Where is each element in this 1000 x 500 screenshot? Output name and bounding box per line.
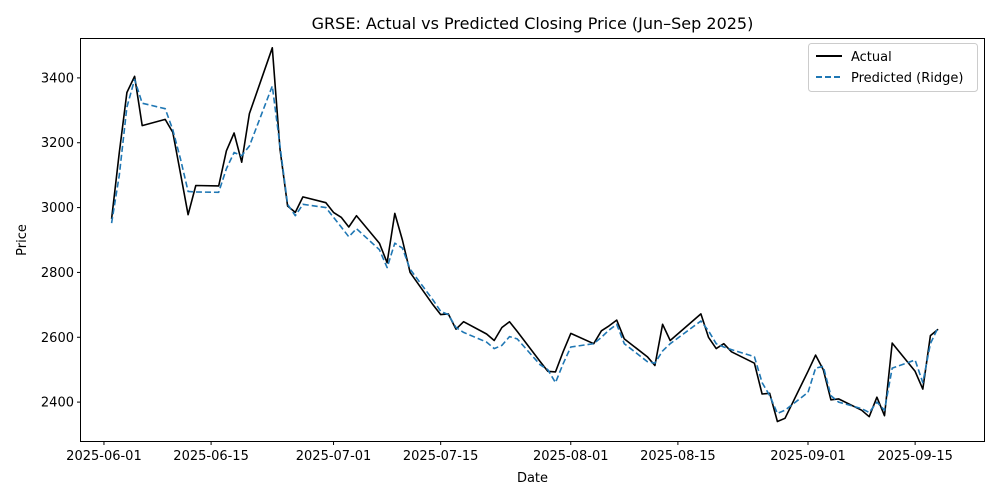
y-axis-label: Price: [15, 224, 30, 256]
x-tick-label: 2025-08-01: [533, 449, 609, 464]
legend-actual-label: Actual: [851, 50, 892, 65]
x-axis-label: Date: [517, 471, 548, 486]
x-tick-label: 2025-09-01: [770, 449, 846, 464]
x-tick-label: 2025-08-15: [640, 449, 716, 464]
x-tick-label: 2025-07-15: [403, 449, 479, 464]
y-tick-label: 2400: [41, 396, 74, 411]
legend-predicted-label: Predicted (Ridge): [851, 71, 963, 86]
chart-title: GRSE: Actual vs Predicted Closing Price …: [312, 14, 754, 33]
x-axis: 2025-06-01 2025-06-15 2025-07-01 2025-07-15…: [66, 441, 953, 464]
series-line-predicted: [110, 78, 939, 415]
series-line-actual: [110, 46, 939, 423]
x-tick-label: 2025-06-15: [173, 449, 249, 464]
plot-frame: [80, 38, 985, 442]
y-tick-label: 3000: [41, 201, 74, 216]
x-tick-label: 2025-09-15: [877, 449, 953, 464]
y-axis: 2400 2600 2800 3000 3200 3400: [41, 71, 81, 411]
x-tick-label: 2025-07-01: [296, 449, 372, 464]
y-tick-label: 2800: [41, 266, 74, 281]
y-tick-label: 3400: [41, 71, 74, 86]
legend-box: [808, 43, 978, 92]
y-tick-label: 2600: [41, 331, 74, 346]
plot-series-group: [110, 46, 939, 423]
y-tick-label: 3200: [41, 136, 74, 151]
x-tick-label: 2025-06-01: [66, 449, 142, 464]
legend: Actual Predicted (Ridge): [808, 43, 978, 92]
